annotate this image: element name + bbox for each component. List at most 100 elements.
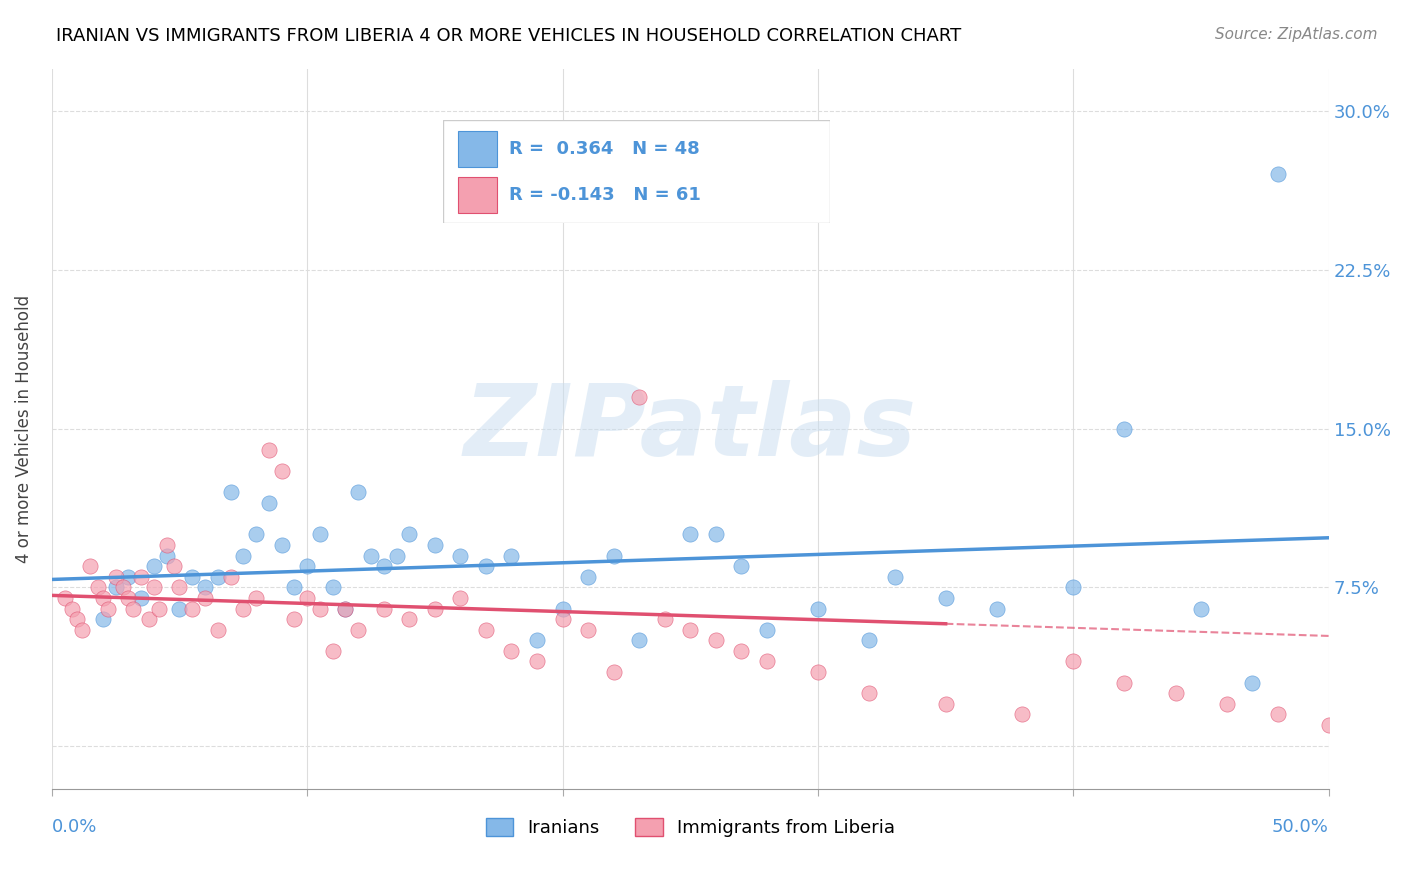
Text: ZIPatlas: ZIPatlas (464, 380, 917, 477)
Point (53, 591, 76, 605)
Legend: Iranians, Immigrants from Liberia: Iranians, Immigrants from Liberia (478, 811, 903, 845)
Point (755, 655, 778, 669)
Point (807, 601, 830, 615)
Point (322, 644, 344, 658)
Point (169, 601, 191, 615)
Point (449, 591, 471, 605)
Point (501, 644, 523, 658)
Point (1267, 168, 1289, 182)
Point (142, 580, 165, 594)
Point (475, 559, 498, 574)
Point (129, 591, 152, 605)
Point (194, 591, 217, 605)
Point (270, 538, 292, 552)
Point (219, 485, 242, 500)
Point (104, 580, 127, 594)
Point (72, 623, 94, 637)
Point (526, 633, 548, 648)
Point (986, 601, 1008, 615)
Point (122, 601, 145, 615)
Point (138, 612, 160, 626)
Point (501, 549, 523, 563)
Point (398, 527, 420, 541)
Point (373, 559, 395, 574)
Point (322, 580, 344, 594)
Point (679, 623, 702, 637)
Point (66, 612, 89, 626)
Point (91, 591, 114, 605)
Point (475, 623, 498, 637)
Point (755, 623, 778, 637)
Point (163, 559, 186, 574)
Point (207, 623, 229, 637)
Point (117, 591, 139, 605)
Point (730, 559, 752, 574)
Point (602, 549, 624, 563)
Point (148, 601, 170, 615)
Bar (458, 130, 498, 167)
Point (142, 559, 165, 574)
Point (1215, 697, 1237, 711)
Point (1062, 580, 1084, 594)
Text: Source: ZipAtlas.com: Source: ZipAtlas.com (1215, 27, 1378, 42)
Point (1164, 686, 1187, 700)
Bar (458, 177, 498, 212)
Point (385, 549, 408, 563)
Point (449, 549, 471, 563)
Point (347, 485, 370, 500)
Point (423, 538, 446, 552)
Point (398, 612, 420, 626)
Point (207, 570, 229, 584)
Point (283, 580, 305, 594)
Point (335, 601, 357, 615)
Point (347, 623, 370, 637)
FancyBboxPatch shape (443, 120, 830, 223)
Point (104, 570, 127, 584)
Point (1241, 675, 1264, 690)
Point (576, 570, 599, 584)
Point (526, 655, 548, 669)
Point (309, 601, 332, 615)
Point (112, 580, 135, 594)
Point (91, 612, 114, 626)
Text: R = -0.143   N = 61: R = -0.143 N = 61 (509, 186, 700, 203)
Point (309, 527, 332, 541)
Point (1062, 655, 1084, 669)
Point (360, 549, 382, 563)
Point (1317, 718, 1340, 732)
Point (232, 601, 254, 615)
Point (156, 549, 179, 563)
Point (730, 644, 752, 658)
Point (858, 686, 880, 700)
Point (935, 591, 957, 605)
Text: 50.0%: 50.0% (1272, 818, 1329, 836)
Point (156, 538, 179, 552)
Point (628, 390, 651, 404)
Point (245, 591, 267, 605)
Point (97, 601, 120, 615)
Point (169, 580, 191, 594)
Point (181, 601, 204, 615)
Point (551, 601, 574, 615)
Point (576, 623, 599, 637)
Point (79, 559, 101, 574)
Point (1114, 421, 1136, 435)
Point (807, 665, 830, 679)
Point (60, 601, 83, 615)
Point (194, 580, 217, 594)
Text: 0.0%: 0.0% (52, 818, 97, 836)
Point (704, 527, 727, 541)
Point (257, 496, 280, 510)
Point (295, 591, 318, 605)
Point (245, 527, 267, 541)
Point (1114, 675, 1136, 690)
Point (423, 601, 446, 615)
Point (935, 697, 957, 711)
Point (181, 570, 204, 584)
Point (295, 559, 318, 574)
Point (858, 633, 880, 648)
Y-axis label: 4 or more Vehicles in Household: 4 or more Vehicles in Household (15, 294, 32, 563)
Point (257, 442, 280, 457)
Point (1267, 707, 1289, 722)
Point (335, 601, 357, 615)
